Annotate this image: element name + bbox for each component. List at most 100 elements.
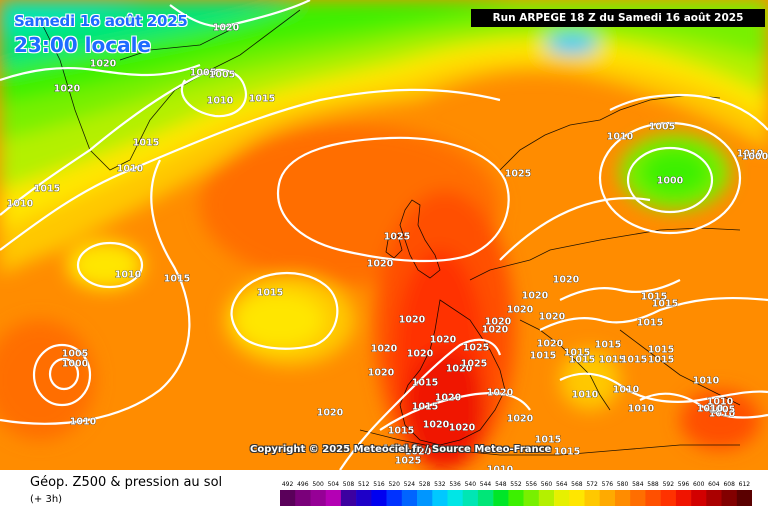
legend-color-swatch xyxy=(599,490,616,506)
isobar-label: 1015 xyxy=(249,94,275,105)
legend-tick-label: 580 xyxy=(617,481,629,488)
legend-color-swatch xyxy=(310,490,326,506)
isobar-label: 1015 xyxy=(595,340,621,351)
isobar-label: 1015 xyxy=(554,447,580,458)
legend-tick-label: 576 xyxy=(602,481,614,488)
isobar-label: 1010 xyxy=(628,404,655,415)
isobar-label: 1000 xyxy=(742,152,768,163)
legend-color-swatch xyxy=(615,490,631,506)
legend-tick-label: 592 xyxy=(663,481,675,488)
isobar-label: 1005 xyxy=(709,405,735,416)
isobar-label: 1015 xyxy=(530,351,556,362)
legend-tick-label: 512 xyxy=(358,481,370,488)
isobar-label: 1010 xyxy=(487,465,514,471)
isobar-label: 1010 xyxy=(707,397,734,408)
legend-color-swatch xyxy=(462,490,479,506)
legend-tick-label: 536 xyxy=(449,481,461,488)
isobar-label: 1015 xyxy=(652,299,678,310)
isobar-label: 1010 xyxy=(572,390,599,401)
isobar-label: 1020 xyxy=(371,344,398,355)
isobar-label: 1020 xyxy=(449,423,476,434)
isobar-label: 1010 xyxy=(70,417,97,428)
isobar-label: 1020 xyxy=(90,59,117,70)
isobar-label: 1020 xyxy=(446,364,473,375)
legend-color-swatch xyxy=(432,490,448,506)
isobar-label: 1015 xyxy=(164,274,190,285)
legend-tick-label: 548 xyxy=(495,481,507,488)
legend-tick-label: 596 xyxy=(678,481,690,488)
isobar-label: 1020 xyxy=(405,447,432,458)
legend-color-swatch xyxy=(706,490,722,506)
legend-tick-label: 520 xyxy=(388,481,400,488)
isobar-label: 1020 xyxy=(54,84,81,95)
isobar-label: 1015 xyxy=(599,355,625,366)
legend-color-swatch xyxy=(447,490,463,506)
legend-color-swatch xyxy=(675,490,692,506)
isobar-label: 1005 xyxy=(209,70,235,81)
isobar-label: 1025 xyxy=(384,232,410,243)
legend-tick-label: 604 xyxy=(708,481,720,488)
isobar-label: 1010 xyxy=(697,404,724,415)
legend-color-swatch xyxy=(477,490,494,506)
isobar-label: 1010 xyxy=(117,164,144,175)
isobar-label: 1015 xyxy=(34,184,60,195)
forecast-step: (+ 3h) xyxy=(30,494,63,505)
forecast-local-time: 23:00 locale xyxy=(14,33,151,57)
isobar-label: 1020 xyxy=(317,408,344,419)
isobar-label: 1020 xyxy=(407,349,434,360)
isobar-label: 1015 xyxy=(412,402,438,413)
isobar-label: 1010 xyxy=(207,96,234,107)
isobar-label: 1010 xyxy=(607,132,634,143)
isobar-label: 1020 xyxy=(399,315,426,326)
isobar-label: 1025 xyxy=(461,359,487,370)
isobar-label: 1010 xyxy=(115,270,142,281)
isobar-label: 1025 xyxy=(395,456,421,467)
legend-tick-label: 528 xyxy=(419,481,431,488)
isobar-label: 1020 xyxy=(553,275,580,286)
legend-color-swatch xyxy=(386,490,403,506)
legend-tick-label: 568 xyxy=(571,481,583,488)
isobar-label: 1015 xyxy=(648,355,674,366)
coastlines xyxy=(39,9,741,456)
isobar-label: 1015 xyxy=(388,426,414,437)
isobar-label: 1000 xyxy=(657,176,684,187)
isobar-label: 1010 xyxy=(709,409,736,420)
legend-color-swatch xyxy=(660,490,677,506)
legend-color-swatch xyxy=(645,490,661,506)
legend-color-swatch xyxy=(721,490,737,506)
legend-color-swatch xyxy=(523,490,540,506)
isobar-label: 1015 xyxy=(383,444,409,455)
isobar-label: 1005 xyxy=(649,122,675,133)
isobar-label: 1015 xyxy=(412,378,438,389)
legend-tick-label: 496 xyxy=(297,481,309,488)
isobar-label: 1015 xyxy=(564,348,590,359)
legend-color-swatch xyxy=(340,490,357,506)
parameter-title: Géop. Z500 & pression au sol xyxy=(30,475,223,490)
legend-tick-label: 492 xyxy=(282,481,294,488)
legend-tick-label: 532 xyxy=(434,481,446,488)
legend-tick-label: 508 xyxy=(343,481,355,488)
model-run-label: Run ARPEGE 18 Z du Samedi 16 août 2025 xyxy=(471,9,765,27)
legend-color-swatch xyxy=(508,490,524,506)
isobar-label: 1020 xyxy=(213,23,240,34)
isobar-label: 1020 xyxy=(507,414,534,425)
legend-color-swatch xyxy=(584,490,600,506)
legend-tick-label: 516 xyxy=(373,481,385,488)
isobar-label: 1020 xyxy=(435,393,462,404)
isobar-label: 1020 xyxy=(368,368,395,379)
legend-tick-label: 504 xyxy=(328,481,340,488)
legend-tick-label: 524 xyxy=(404,481,416,488)
legend-tick-label: 564 xyxy=(556,481,568,488)
isobar-label: 1010 xyxy=(737,149,764,160)
legend-tick-label: 544 xyxy=(480,481,492,488)
isobar-label: 1010 xyxy=(693,376,720,387)
legend-tick-label: 500 xyxy=(312,481,324,488)
legend-color-swatch xyxy=(691,490,707,506)
isobars xyxy=(0,0,768,470)
isobar-label: 1020 xyxy=(482,325,509,336)
legend-color-swatch xyxy=(280,490,296,506)
legend-tick-label: 608 xyxy=(723,481,735,488)
legend-tick-label: 612 xyxy=(739,481,751,488)
